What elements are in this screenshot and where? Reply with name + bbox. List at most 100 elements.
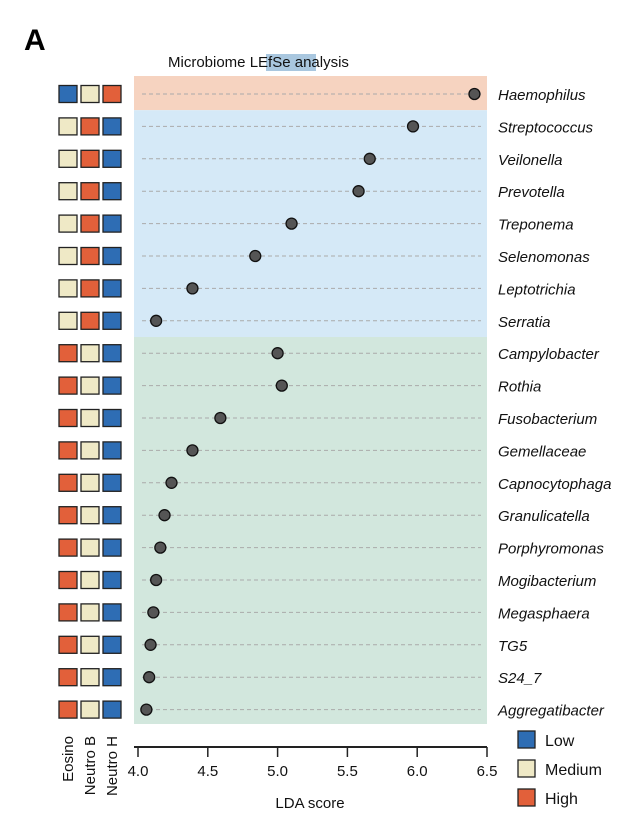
level-square <box>58 376 78 395</box>
x-tick-label: 6.5 <box>477 763 498 780</box>
level-square <box>80 214 100 233</box>
level-square <box>102 635 122 654</box>
level-square <box>80 117 100 136</box>
level-square <box>102 506 122 525</box>
level-square <box>102 376 122 395</box>
taxon-label: S24_7 <box>498 670 542 687</box>
level-square <box>58 506 78 525</box>
x-tick-label: 6.0 <box>407 763 428 780</box>
taxon-label: Haemophilus <box>498 87 586 104</box>
level-square <box>80 182 100 201</box>
level-square <box>102 570 122 590</box>
level-square <box>102 344 122 363</box>
data-point <box>147 606 160 619</box>
level-square <box>80 311 100 330</box>
taxon-label: Leptotrichia <box>498 281 576 298</box>
taxon-label: TG5 <box>498 638 528 655</box>
level-square <box>102 149 122 168</box>
level-square <box>80 441 100 460</box>
taxon-label: Veilonella <box>498 152 563 169</box>
level-square <box>102 473 122 492</box>
level-square <box>102 214 122 233</box>
level-square <box>80 635 100 654</box>
taxon-label: Selenomonas <box>498 249 590 266</box>
group-band <box>134 337 487 724</box>
legend-swatch <box>517 759 536 778</box>
level-square <box>80 84 100 104</box>
taxon-label: Mogibacterium <box>498 573 596 590</box>
level-square <box>58 603 78 622</box>
level-square <box>58 279 78 298</box>
data-point <box>149 573 163 587</box>
level-square <box>80 668 100 687</box>
level-square <box>102 246 122 266</box>
level-square <box>102 603 122 622</box>
x-tick-label: 5.5 <box>337 763 358 780</box>
data-point <box>468 87 481 101</box>
level-square <box>80 506 100 525</box>
level-square <box>58 700 78 719</box>
level-square <box>58 84 78 104</box>
level-square <box>58 311 78 330</box>
data-point <box>186 282 199 295</box>
level-square <box>102 311 122 330</box>
level-square <box>102 182 122 201</box>
column-label: Neutro H <box>104 736 121 796</box>
data-point <box>285 217 298 230</box>
taxon-label: Gemellaceae <box>498 443 586 460</box>
legend-swatch <box>517 788 536 807</box>
panel-label: A <box>24 24 46 57</box>
legend-label: Medium <box>545 762 602 779</box>
taxon-label: Serratia <box>498 314 551 331</box>
taxon-label: Rothia <box>498 379 541 396</box>
level-square <box>80 700 100 719</box>
legend-swatch <box>517 730 536 749</box>
level-square <box>58 570 78 590</box>
taxon-label: Fusobacterium <box>498 411 597 428</box>
data-point <box>186 444 199 457</box>
level-square <box>58 214 78 233</box>
level-square <box>58 635 78 654</box>
level-square <box>80 473 100 492</box>
x-tick-label: 4.5 <box>197 763 218 780</box>
data-point <box>158 509 171 522</box>
level-square <box>102 538 122 557</box>
level-square <box>58 182 78 201</box>
column-label: Eosino <box>60 736 77 782</box>
level-square <box>80 408 100 428</box>
level-square <box>102 84 122 104</box>
level-square <box>102 441 122 460</box>
level-square <box>58 246 78 266</box>
level-square <box>102 700 122 719</box>
data-point <box>406 120 420 133</box>
group-band <box>134 76 487 111</box>
legend-label: Low <box>545 733 575 750</box>
level-square <box>80 603 100 622</box>
column-label: Neutro B <box>82 736 99 795</box>
data-point <box>144 638 157 651</box>
level-square <box>58 117 78 136</box>
data-point <box>271 347 284 360</box>
taxon-label: Granulicatella <box>498 508 590 525</box>
data-point <box>143 671 156 684</box>
level-square <box>58 441 78 460</box>
level-square <box>102 117 122 136</box>
x-tick-label: 4.0 <box>128 763 149 780</box>
taxon-label: Streptococcus <box>498 119 594 136</box>
level-square <box>102 408 122 428</box>
level-square <box>80 376 100 395</box>
x-axis-label: LDA score <box>275 795 344 812</box>
data-point <box>149 314 163 327</box>
level-square <box>80 279 100 298</box>
title-highlight <box>266 54 316 71</box>
taxon-label: Treponema <box>498 217 574 234</box>
taxon-label: Megasphaera <box>498 605 590 622</box>
legend-label: High <box>545 791 578 808</box>
chart-title: Microbiome LEfSe analysis <box>168 54 349 71</box>
taxon-label: Prevotella <box>498 184 565 201</box>
level-square <box>58 344 78 363</box>
level-square <box>102 668 122 687</box>
level-square <box>58 538 78 557</box>
